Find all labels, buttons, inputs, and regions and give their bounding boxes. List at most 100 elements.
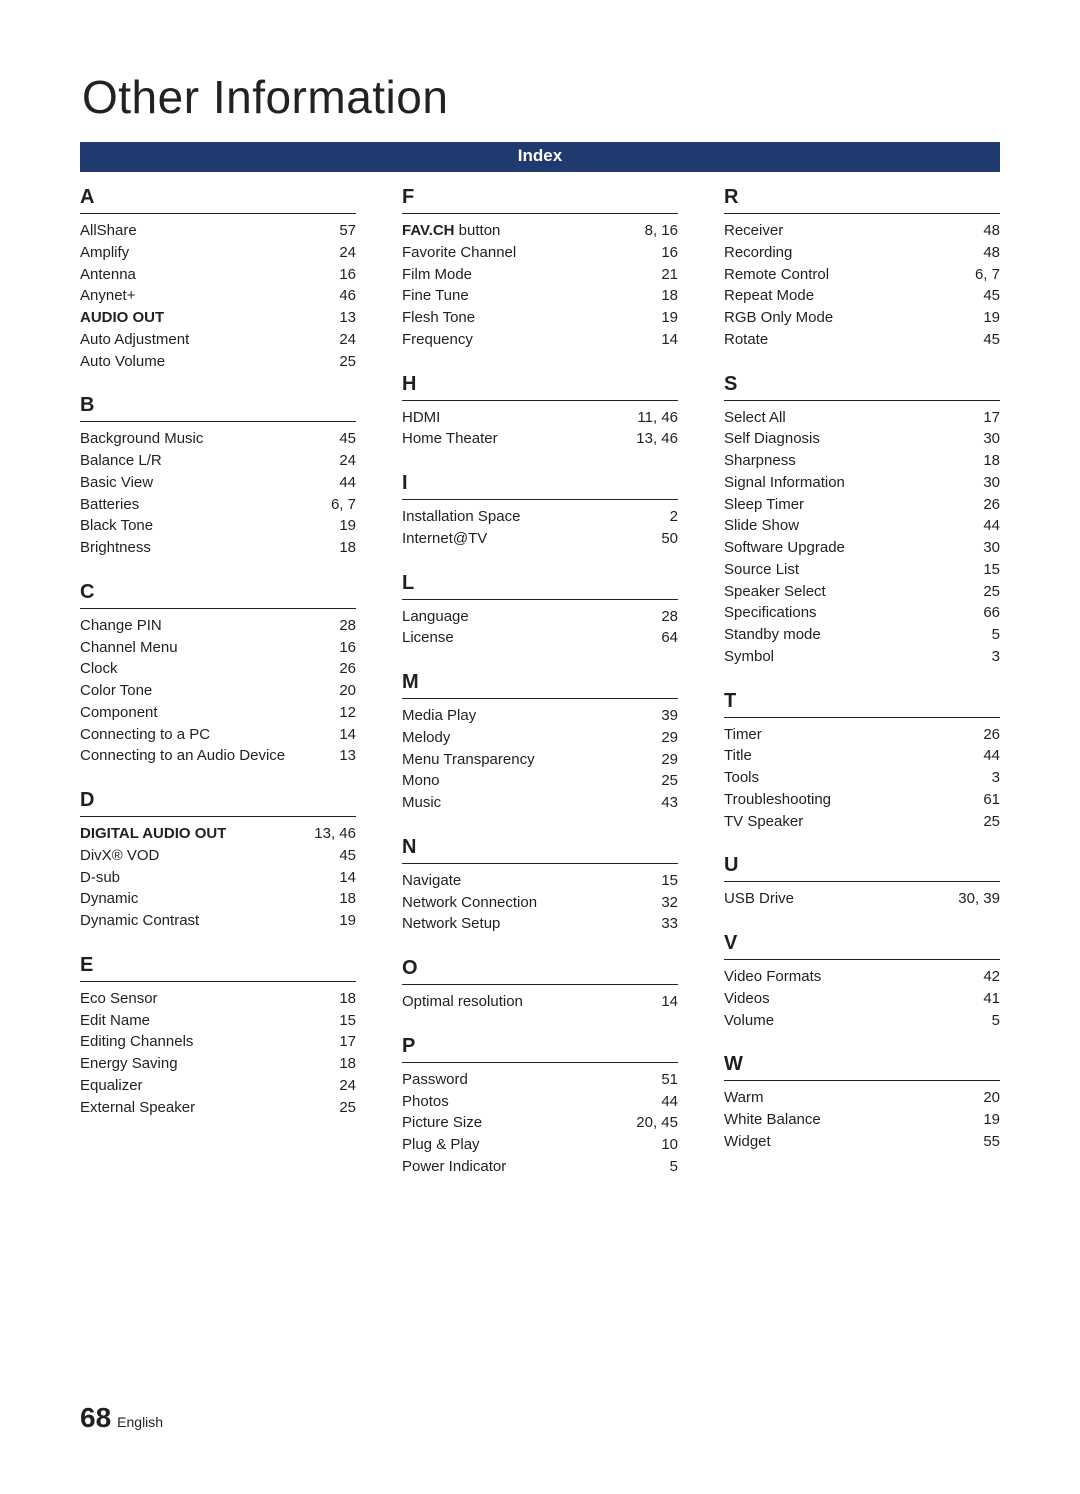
index-section: VVideo Formats42Videos41Volume5 [724, 932, 1000, 1031]
section-rule [724, 213, 1000, 214]
index-entry: External Speaker25 [80, 1097, 356, 1119]
index-entry-page: 16 [649, 242, 678, 264]
index-entry: Frequency14 [402, 329, 678, 351]
index-section-letter: A [80, 186, 356, 211]
index-entry: Network Connection32 [402, 892, 678, 914]
section-rule [402, 213, 678, 214]
index-entry: Menu Transparency29 [402, 749, 678, 771]
index-entry: License64 [402, 627, 678, 649]
index-section-letter: T [724, 690, 1000, 715]
index-entry: Plug & Play 10 [402, 1134, 678, 1156]
index-entry-term: Password [402, 1069, 468, 1091]
index-entry: Widget55 [724, 1131, 1000, 1153]
index-entry-page: 32 [649, 892, 678, 914]
index-section: OOptimal resolution14 [402, 957, 678, 1013]
index-entry-page: 14 [649, 329, 678, 351]
index-column: AAllShare57Amplify24Antenna16Anynet+46AU… [80, 186, 356, 1140]
index-entry-page: 50 [649, 528, 678, 550]
index-entry: Slide Show44 [724, 515, 1000, 537]
index-entry-term: Sleep Timer [724, 494, 804, 516]
index-entry: Password 51 [402, 1069, 678, 1091]
index-entry: Tools3 [724, 767, 1000, 789]
index-entry-page: 15 [971, 559, 1000, 581]
index-entry-term: Troubleshooting [724, 789, 831, 811]
index-entry-page: 28 [649, 606, 678, 628]
index-entry: Photos44 [402, 1091, 678, 1113]
index-entry-page: 26 [971, 724, 1000, 746]
index-entry-term: Rotate [724, 329, 768, 351]
index-section-letter: R [724, 186, 1000, 211]
index-entry-page: 10 [649, 1134, 678, 1156]
index-entry-page: 51 [649, 1069, 678, 1091]
index-entry: Change PIN28 [80, 615, 356, 637]
index-entry-page: 18 [327, 1053, 356, 1075]
index-entry-term: Home Theater [402, 428, 498, 450]
index-entry-term: Change PIN [80, 615, 162, 637]
index-entry-page: 13 [327, 745, 356, 767]
index-entry-page: 5 [980, 1010, 1000, 1032]
index-entry-term: Video Formats [724, 966, 821, 988]
index-entry-term: Picture Size [402, 1112, 482, 1134]
index-entry-page: 29 [649, 727, 678, 749]
index-section-letter: W [724, 1053, 1000, 1078]
index-entry: Language28 [402, 606, 678, 628]
index-entry-term: Sharpness [724, 450, 796, 472]
index-entry-page: 18 [327, 537, 356, 559]
index-entry: Sharpness18 [724, 450, 1000, 472]
index-entry: Connecting to a PC14 [80, 724, 356, 746]
index-entry: Specifications66 [724, 602, 1000, 624]
index-entry: Installation Space2 [402, 506, 678, 528]
index-entry-term: Warm [724, 1087, 763, 1109]
index-entry-page: 13, 46 [624, 428, 678, 450]
index-entry-term: Film Mode [402, 264, 472, 286]
index-entry: Volume5 [724, 1010, 1000, 1032]
index-entry-page: 12 [327, 702, 356, 724]
index-entry-page: 18 [649, 285, 678, 307]
section-rule [724, 1080, 1000, 1081]
index-entry: Navigate15 [402, 870, 678, 892]
section-rule [724, 717, 1000, 718]
index-entry: Equalizer24 [80, 1075, 356, 1097]
index-entry-term: Plug & Play [402, 1134, 480, 1156]
index-entry-page: 39 [649, 705, 678, 727]
index-entry-term: Videos [724, 988, 770, 1010]
index-entry-page: 5 [980, 624, 1000, 646]
index-entry-term: Optimal resolution [402, 991, 523, 1013]
index-entry: Mono25 [402, 770, 678, 792]
index-entry-term: TV Speaker [724, 811, 803, 833]
index-entry: Select All17 [724, 407, 1000, 429]
index-entry: Eco Sensor18 [80, 988, 356, 1010]
index-entry-term: White Balance [724, 1109, 821, 1131]
index-entry: Home Theater 13, 46 [402, 428, 678, 450]
index-entry-term: Mono [402, 770, 440, 792]
index-entry-page: 26 [971, 494, 1000, 516]
index-entry-page: 46 [327, 285, 356, 307]
index-entry-term: Channel Menu [80, 637, 178, 659]
index-entry: Sleep Timer 26 [724, 494, 1000, 516]
index-entry-term: Fine Tune [402, 285, 469, 307]
index-entry: Auto Volume25 [80, 351, 356, 373]
index-entry: DivX® VOD45 [80, 845, 356, 867]
index-entry-term: Installation Space [402, 506, 520, 528]
index-entry-term: Network Setup [402, 913, 500, 935]
index-entry: Network Setup33 [402, 913, 678, 935]
index-entry-term: Editing Channels [80, 1031, 193, 1053]
index-entry-term: Edit Name [80, 1010, 150, 1032]
index-entry-term: Signal Information [724, 472, 845, 494]
section-rule [724, 400, 1000, 401]
index-entry-page: 66 [971, 602, 1000, 624]
index-section: SSelect All17Self Diagnosis30Sharpness18… [724, 373, 1000, 668]
index-entry-term: AllShare [80, 220, 137, 242]
index-entry: Film Mode21 [402, 264, 678, 286]
index-entry-term: Melody [402, 727, 450, 749]
index-entry-term: Self Diagnosis [724, 428, 820, 450]
index-entry-term: Flesh Tone [402, 307, 475, 329]
index-entry-page: 44 [971, 745, 1000, 767]
index-entry: Receiver48 [724, 220, 1000, 242]
index-entry: Clock26 [80, 658, 356, 680]
index-entry: Channel Menu16 [80, 637, 356, 659]
index-entry: HDMI11, 46 [402, 407, 678, 429]
index-entry-page: 61 [971, 789, 1000, 811]
index-section-letter: M [402, 671, 678, 696]
index-entry: Signal Information30 [724, 472, 1000, 494]
